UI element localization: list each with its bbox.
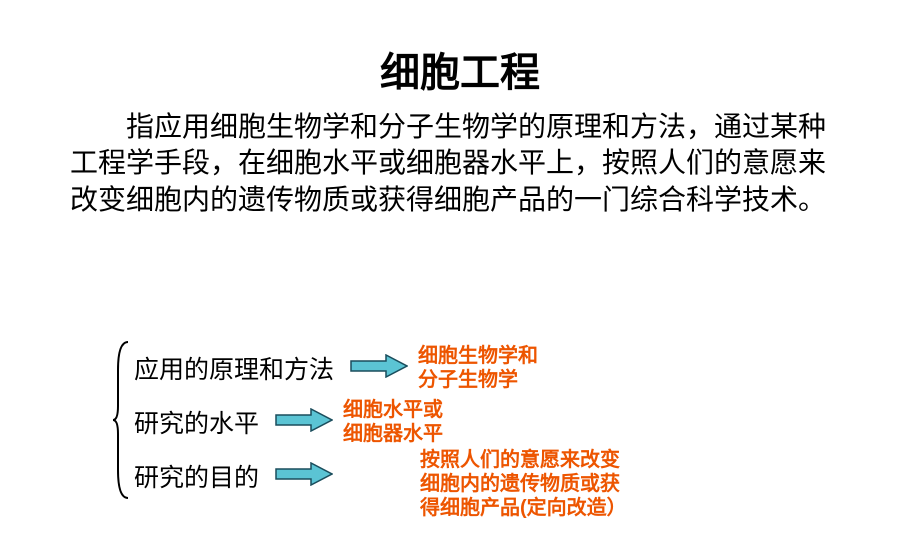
row-label: 研究的目的 bbox=[134, 458, 259, 494]
detail-line: 细胞生物学和 bbox=[418, 345, 538, 367]
detail-line: 细胞水平或 bbox=[343, 399, 443, 421]
curly-bracket-icon bbox=[112, 340, 132, 500]
detail-line: 细胞内的遗传物质或获 bbox=[420, 473, 620, 495]
diagram-row: 研究的水平 细胞水平或 细胞器水平 bbox=[134, 398, 443, 446]
row-label: 应用的原理和方法 bbox=[134, 350, 334, 386]
diagram-row: 应用的原理和方法 细胞生物学和 分子生物学 bbox=[134, 344, 538, 392]
detail-line: 细胞器水平 bbox=[343, 423, 443, 445]
detail-line: 得细胞产品(定向改造） bbox=[420, 497, 627, 519]
definition-paragraph: 指应用细胞生物学和分子生物学的原理和方法，通过某种工程学手段，在细胞水平或细胞器… bbox=[70, 110, 850, 219]
row-label: 研究的水平 bbox=[134, 404, 259, 440]
arrow-icon bbox=[350, 354, 408, 383]
detail-line: 按照人们的意愿来改变 bbox=[420, 449, 620, 471]
detail-line: 分子生物学 bbox=[418, 369, 518, 391]
page-title: 细胞工程 bbox=[0, 40, 920, 98]
diagram-row: 研究的目的 bbox=[134, 452, 343, 500]
arrow-icon bbox=[275, 408, 333, 437]
summary-diagram: 应用的原理和方法 细胞生物学和 分子生物学 研究的水平 细胞水平或 细胞器水平 … bbox=[120, 340, 880, 540]
row-detail: 按照人们的意愿来改变 细胞内的遗传物质或获 得细胞产品(定向改造） bbox=[420, 448, 627, 520]
row-detail: 细胞生物学和 分子生物学 bbox=[418, 344, 538, 392]
arrow-icon bbox=[275, 462, 333, 491]
row-detail: 细胞水平或 细胞器水平 bbox=[343, 398, 443, 446]
